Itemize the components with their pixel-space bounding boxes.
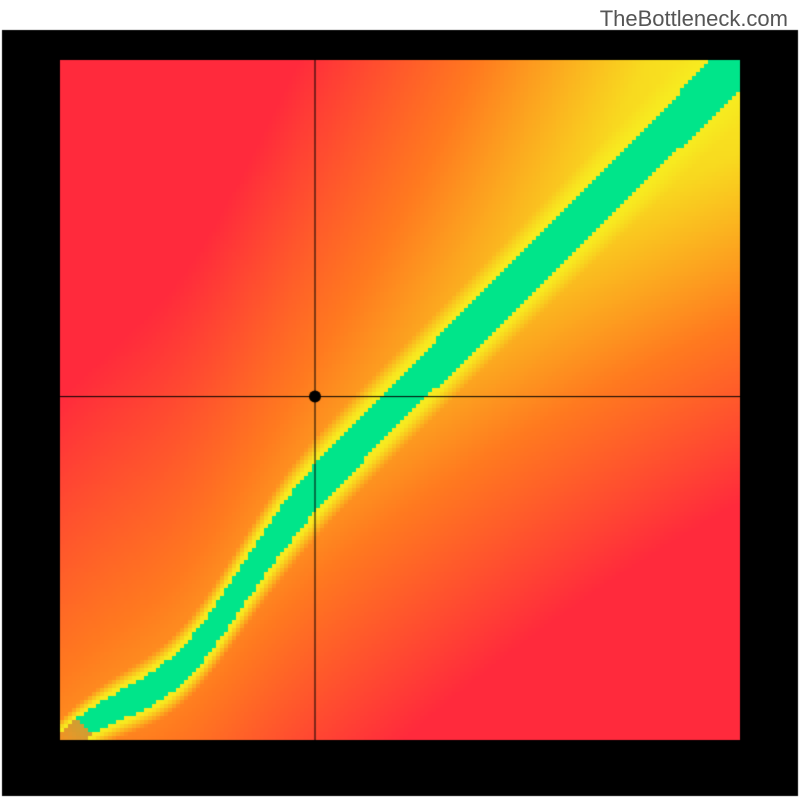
bottleneck-heatmap xyxy=(0,0,800,800)
watermark-text: TheBottleneck.com xyxy=(600,6,788,32)
